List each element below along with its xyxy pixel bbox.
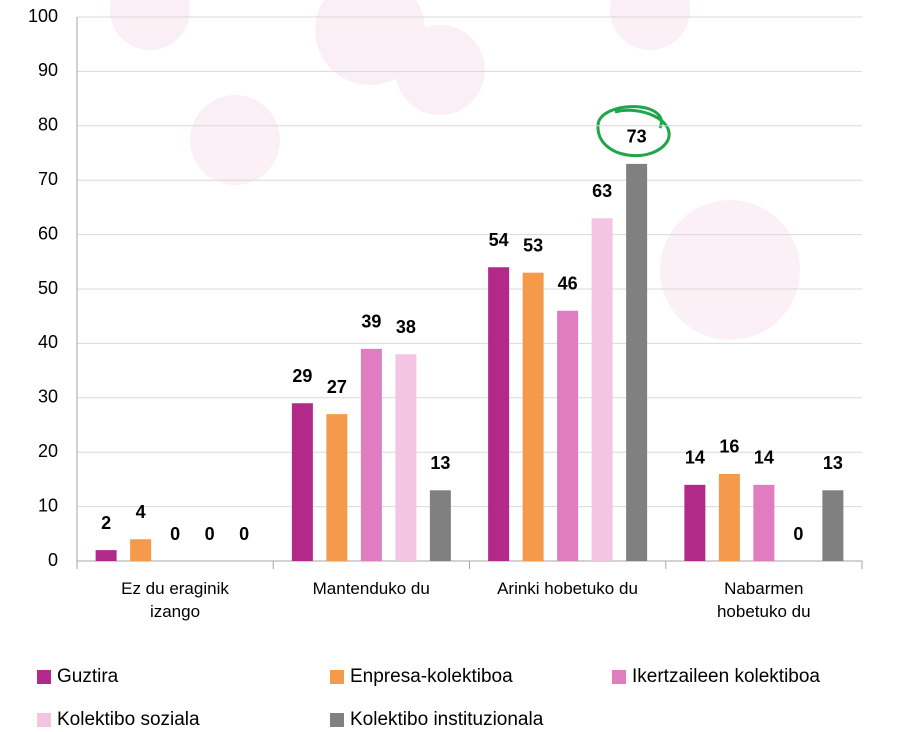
bar [360,348,382,561]
bar [822,490,844,561]
x-tick-label: Nabarmen hobetuko du [716,579,811,621]
highlight-circle [596,105,671,158]
bar [395,354,417,561]
bar [95,550,117,561]
y-tick-label: 30 [38,387,58,407]
data-label: 13 [430,453,450,473]
y-tick-label: 20 [38,441,58,461]
y-tick-label: 40 [38,332,58,352]
data-label: 0 [170,524,180,544]
legend-swatch [612,670,626,684]
data-label: 63 [592,181,612,201]
bar [326,414,348,561]
x-tick-label: Ez du eraginik izango [121,579,229,621]
data-label: 0 [205,524,215,544]
bar [130,539,152,561]
data-label: 46 [558,274,578,294]
legend-label: Ikertzaileen kolektiboa [632,666,820,687]
data-label: 4 [136,502,146,522]
bar [429,490,451,561]
legend-swatch [330,713,344,727]
y-tick-label: 60 [38,223,58,243]
x-tick-label: Mantenduko du [312,579,430,598]
y-tick-label: 70 [38,169,58,189]
legend-label: Kolektibo soziala [57,709,200,730]
legend-label: Guztira [57,666,119,687]
data-label: 38 [396,317,416,337]
bar [591,218,613,561]
bar [626,163,648,561]
bar [291,403,313,561]
data-label: 14 [685,448,705,468]
data-label: 73 [627,127,647,147]
data-label: 0 [239,524,249,544]
bar [557,310,579,561]
data-label: 53 [523,235,543,255]
data-label: 13 [823,453,843,473]
legend-swatch [330,670,344,684]
bar [488,267,510,561]
bar [522,272,544,561]
bar [753,484,775,561]
y-tick-label: 50 [38,278,58,298]
data-label: 2 [101,513,111,533]
legend-swatch [37,670,51,684]
data-label: 39 [361,312,381,332]
data-label: 14 [754,448,774,468]
bar [718,473,740,561]
y-tick-label: 10 [38,495,58,515]
data-label: 16 [719,437,739,457]
data-label: 0 [793,524,803,544]
legend-swatch [37,713,51,727]
y-tick-label: 0 [48,550,58,570]
y-tick-label: 80 [38,115,58,135]
bar [684,484,706,561]
legend-label: Enpresa-kolektiboa [350,666,513,687]
legend-label: Kolektibo instituzionala [350,709,544,730]
x-tick-label: Arinki hobetuko du [497,579,638,598]
y-tick-label: 90 [38,60,58,80]
data-label: 29 [292,366,312,386]
data-label: 27 [327,377,347,397]
y-tick-label: 100 [28,6,58,26]
data-label: 54 [489,230,509,250]
